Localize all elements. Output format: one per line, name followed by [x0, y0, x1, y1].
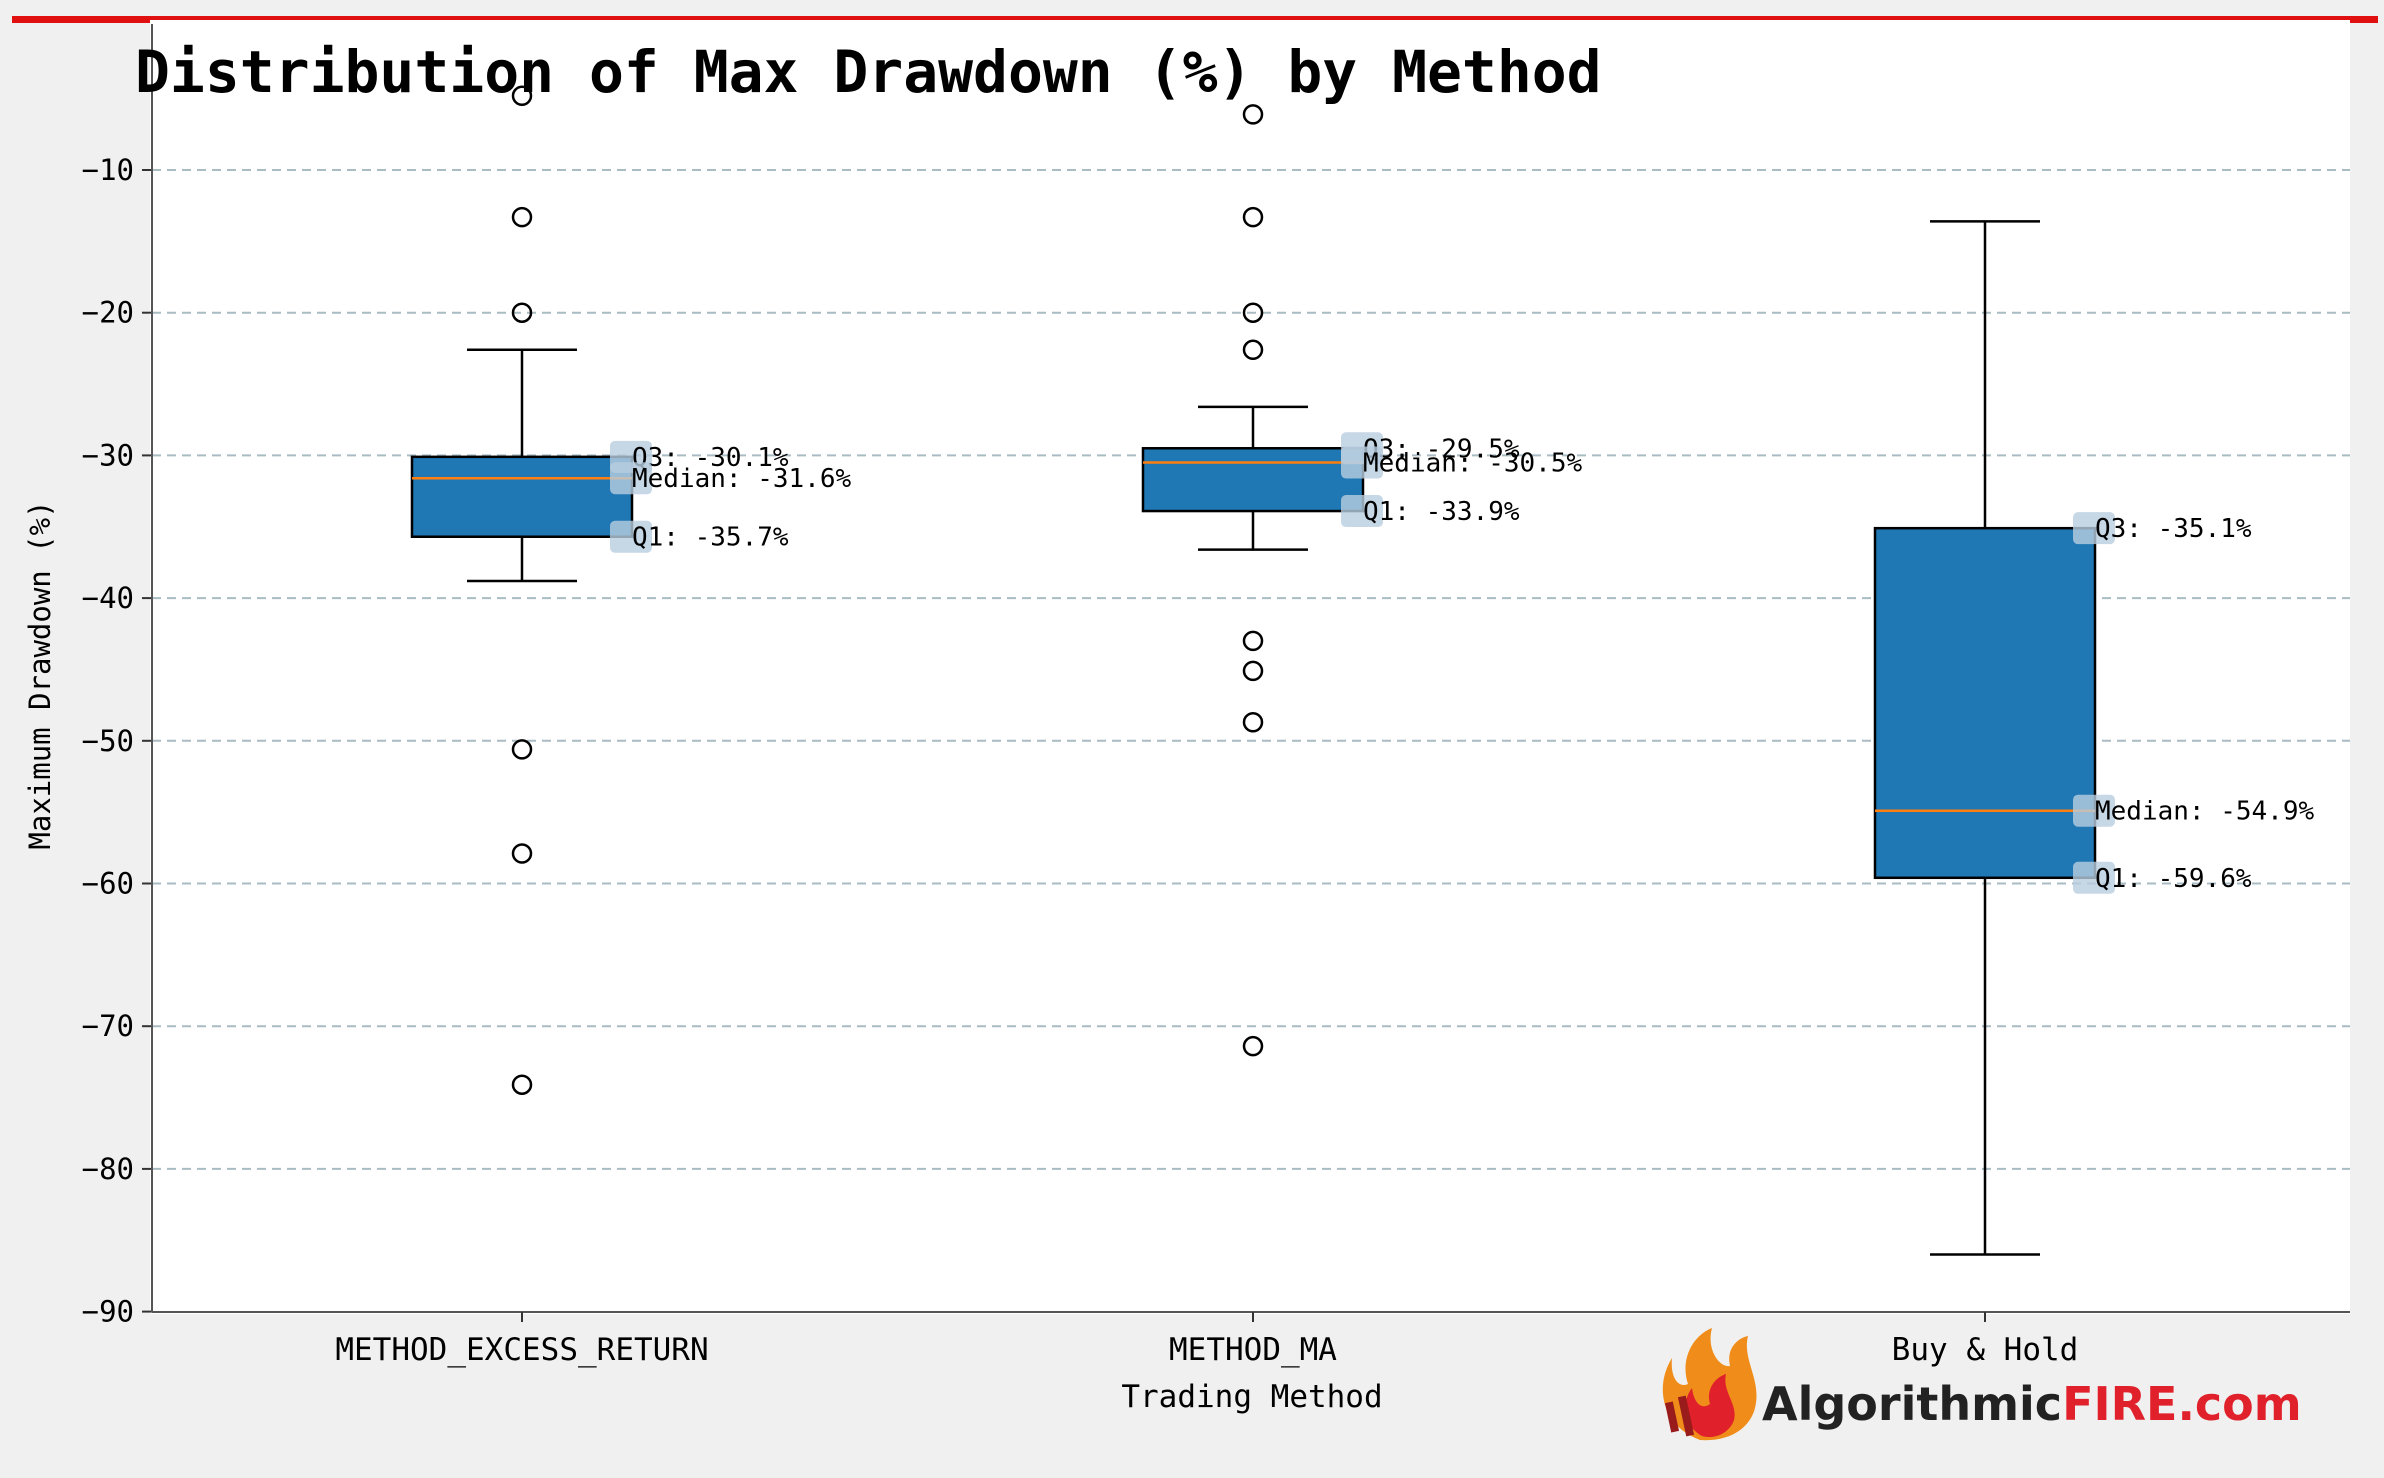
outlier-point [1242, 660, 1264, 682]
box-group [1141, 104, 1365, 1057]
annotations: Q3: -30.1%Median: -31.6% Q1: -35.7% Q3: -2… [610, 432, 2314, 894]
label-background [610, 462, 652, 495]
outlier-point [511, 739, 533, 760]
y-tick-label: −80 [82, 1152, 134, 1186]
box-group [1873, 220, 2097, 1256]
top-accent-bar [12, 16, 2378, 23]
y-tick-label: −60 [82, 867, 134, 901]
median-label: Median: -30.5% [1363, 449, 1582, 479]
x-axis-label: Trading Method [1121, 1379, 1382, 1415]
y-tick-label: −20 [82, 296, 134, 330]
label-background [2073, 861, 2115, 894]
outlier-point [511, 843, 533, 864]
outlier-point [511, 206, 533, 228]
q1-label: Q1: -35.7% [632, 523, 789, 553]
logo-text-accent: FIRE.com [2062, 1377, 2302, 1431]
label-background [2073, 512, 2115, 545]
q3-label: Q3: -35.1% [2095, 514, 2252, 544]
logo-text-dark: Algorithmic [1762, 1377, 2062, 1431]
x-tick-label: METHOD_EXCESS_RETURN [335, 1332, 708, 1368]
outlier-point [511, 1074, 533, 1095]
q3-label: Q3: -30.1% [632, 443, 789, 473]
y-tick-label: −10 [82, 153, 134, 187]
outlier-point [1242, 711, 1264, 733]
outlier-point [511, 302, 533, 323]
label-background [2073, 794, 2115, 827]
iqr-box [1141, 447, 1365, 513]
label-background [1341, 495, 1383, 528]
y-tick-label: −40 [82, 581, 134, 615]
iqr-box [1873, 526, 2097, 880]
chart-title: Distribution of Max Drawdown (%) by Meth… [135, 38, 1602, 106]
outlier-point [1242, 104, 1264, 125]
x-tick-label: METHOD_MA [1169, 1332, 1337, 1368]
y-tick-label: −30 [82, 438, 134, 472]
outlier-point [511, 85, 533, 107]
outlier-point [1242, 1035, 1264, 1057]
y-tick-label: −90 [82, 1295, 134, 1329]
y-tick-label: −50 [82, 724, 134, 758]
q1-label: Q1: -33.9% [1363, 497, 1520, 527]
y-axis-label: Maximum Drawdown (%) [23, 500, 57, 849]
axes: −10 −20 −30 −40 −50 −60 −70 −80 −90 METHOD_EXCESS… [82, 24, 2350, 1368]
label-background [610, 520, 652, 553]
x-tick-label: Buy & Hold [1892, 1332, 2079, 1368]
label-background [1341, 446, 1383, 479]
q3-label: Q3: -29.5% [1363, 434, 1520, 464]
q1-label: Q1: -59.6% [2095, 864, 2252, 894]
y-tick-label: −70 [82, 1009, 134, 1043]
flame-icon [1662, 1328, 1757, 1441]
median-label: Median: -31.6% [632, 464, 851, 494]
outlier-point [1242, 206, 1264, 228]
logo-text: AlgorithmicFIRE.com [1762, 1377, 2302, 1431]
outlier-point [1242, 339, 1264, 361]
box-group [410, 85, 634, 1095]
outlier-point [1242, 302, 1264, 323]
iqr-box [410, 455, 634, 538]
outlier-point [1242, 630, 1264, 652]
boxes [410, 85, 2097, 1256]
brand-logo: AlgorithmicFIRE.com [1662, 1328, 2302, 1441]
median-label: Median: -54.9% [2095, 797, 2314, 827]
